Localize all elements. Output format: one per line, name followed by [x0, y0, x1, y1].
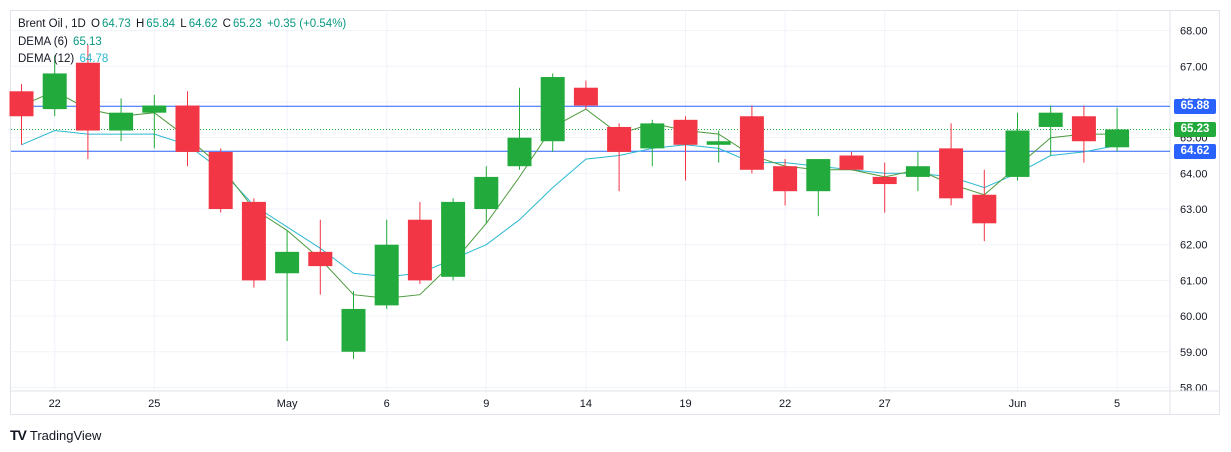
x-tick-label: 9	[483, 398, 489, 410]
candle-up	[507, 137, 532, 167]
legend-low-label: L	[180, 18, 187, 30]
candle-down	[308, 251, 333, 267]
y-tick-label: 67.00	[1180, 61, 1208, 73]
candle-up	[142, 105, 167, 113]
candle-down	[1071, 116, 1096, 142]
dema6-label: DEMA (6)	[18, 36, 68, 48]
candle-down	[972, 194, 997, 224]
legend-interval: 1D	[71, 18, 86, 30]
candle-down	[773, 166, 798, 192]
legend-open: 64.73	[102, 18, 131, 30]
legend-high-label: H	[135, 18, 145, 30]
legend-ohlc: Brent Oil, 1D O 64.73 H 65.84 L 64.62 C 65.2…	[18, 18, 347, 30]
candle-up	[640, 123, 665, 149]
tradingview-brand[interactable]: TV TradingView	[10, 427, 101, 443]
legend-symbol: Brent Oil	[18, 18, 63, 30]
candle-up	[275, 251, 300, 274]
candle-up	[1105, 129, 1130, 148]
y-tick-label: 62.00	[1180, 240, 1208, 252]
candle-down	[407, 219, 432, 281]
y-tick-label: 64.00	[1180, 168, 1208, 180]
candle-up	[341, 308, 366, 352]
y-tick-label: 58.00	[1180, 382, 1208, 394]
x-tick-label: 14	[580, 398, 592, 410]
x-tick-label: 6	[384, 398, 390, 410]
legend-close-label: C	[222, 18, 231, 30]
legend-dema12: DEMA (12) 64.78	[18, 52, 110, 66]
brand-name: TradingView	[29, 427, 102, 443]
legend-dema6: DEMA (6) 65.13	[18, 35, 104, 49]
legend-low: 64.62	[188, 18, 218, 30]
y-tick-label: 61.00	[1180, 275, 1208, 287]
candle-down	[175, 105, 200, 152]
candle-up	[905, 166, 930, 177]
dema12-label: DEMA (12)	[18, 53, 75, 65]
candle-down	[673, 119, 698, 145]
candle-down	[839, 155, 864, 170]
dema12-line	[21, 129, 1118, 278]
x-tick-label: May	[277, 398, 298, 410]
x-tick-label: 5	[1114, 398, 1120, 410]
y-tick-label: 68.00	[1180, 26, 1208, 38]
dema12-value: 64.78	[79, 53, 109, 65]
candle-down	[573, 87, 598, 106]
candle-up	[540, 77, 565, 142]
candle-up	[441, 201, 466, 277]
y-tick-label: 60.00	[1180, 311, 1208, 323]
candle-up	[1038, 112, 1063, 127]
price-tag-support: 64.62	[1174, 143, 1216, 159]
legend-close: 65.23	[232, 18, 262, 30]
x-tick-label: 22	[49, 398, 61, 410]
dema6-line	[21, 90, 1118, 299]
candle-up	[706, 141, 731, 145]
price-tag-resistance: 65.88	[1174, 98, 1216, 114]
candle-down	[9, 91, 34, 117]
tradingview-logo-icon: TV	[10, 427, 27, 443]
candle-down	[241, 201, 266, 281]
candle-up	[374, 244, 399, 306]
x-tick-label: 19	[679, 398, 691, 410]
candle-up	[1005, 130, 1030, 177]
x-tick-label: 22	[779, 398, 791, 410]
x-tick-label: 27	[879, 398, 891, 410]
candle-down	[739, 116, 764, 170]
candle-down	[872, 176, 897, 185]
candle-up	[109, 112, 134, 131]
candle-down	[607, 126, 632, 152]
candle-down	[939, 148, 964, 199]
candle-down	[75, 62, 100, 131]
x-tick-label: 25	[148, 398, 160, 410]
legend-open-label: O	[91, 18, 100, 30]
dema6-value: 65.13	[73, 36, 102, 48]
chart-frame	[10, 10, 1220, 415]
y-tick-label: 59.00	[1180, 347, 1208, 359]
y-tick-label: 63.00	[1180, 204, 1208, 216]
legend-high: 65.84	[146, 18, 176, 30]
candle-down	[208, 151, 233, 210]
candle-up	[806, 159, 831, 192]
legend-change: +0.35 (+0.54%)	[266, 18, 347, 30]
candle-up	[474, 176, 499, 210]
price-tag-last: 65.23	[1174, 121, 1216, 137]
candle-up	[42, 73, 67, 110]
x-tick-label: Jun	[1009, 398, 1027, 410]
